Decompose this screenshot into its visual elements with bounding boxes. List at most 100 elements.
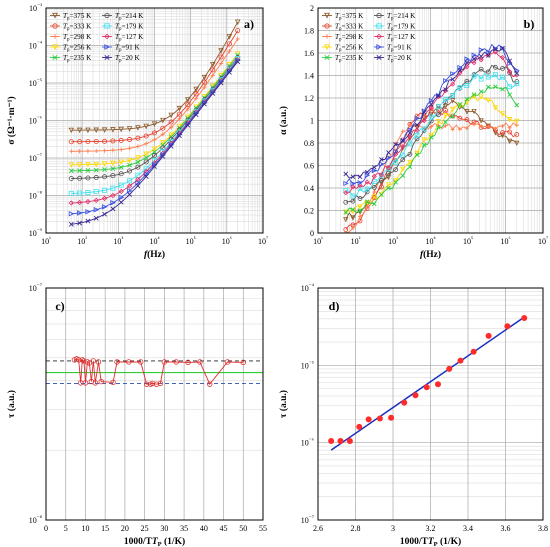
data-point bbox=[160, 154, 166, 159]
data-point bbox=[126, 157, 133, 164]
data-point bbox=[357, 186, 363, 192]
series-6 bbox=[343, 72, 520, 199]
data-point bbox=[85, 175, 91, 181]
data-point bbox=[193, 86, 199, 93]
x-tick-label: 3.2 bbox=[426, 524, 436, 533]
data-point bbox=[428, 114, 434, 120]
data-point bbox=[118, 164, 124, 170]
data-point bbox=[385, 182, 392, 188]
data-point bbox=[407, 127, 413, 133]
y-axis-label: τ (a.u.) bbox=[278, 390, 289, 418]
data-point bbox=[226, 41, 232, 47]
data-point bbox=[135, 164, 141, 170]
data-point bbox=[85, 127, 91, 134]
y-tick-label: 10⁻⁷ bbox=[29, 154, 42, 164]
data-point bbox=[76, 127, 83, 134]
x-tick-label: 10⁴ bbox=[149, 237, 159, 247]
data-point bbox=[507, 138, 513, 145]
data-point bbox=[76, 162, 83, 168]
x-tick-label: 35 bbox=[180, 524, 188, 533]
data-point bbox=[218, 61, 224, 66]
data-point bbox=[68, 190, 74, 196]
data-point bbox=[414, 115, 420, 121]
data-point bbox=[93, 167, 99, 173]
y-tick-label: 10⁻⁶ bbox=[301, 438, 314, 448]
data-point bbox=[378, 184, 384, 190]
data-point bbox=[371, 173, 377, 179]
data-point bbox=[464, 126, 469, 131]
data-point bbox=[471, 56, 477, 62]
data-point bbox=[93, 161, 99, 168]
data-point bbox=[364, 172, 371, 178]
data-point bbox=[371, 165, 377, 170]
data-point bbox=[407, 151, 413, 157]
x-tick-label: 10¹ bbox=[41, 237, 51, 247]
x-tick-label: 10⁶ bbox=[222, 237, 232, 247]
panel-b: 10¹ 10² 10³ 10⁴ 10⁵ 10⁶ 10⁷ 0 0.2 0.4 0.6 0.8 1 1.2 1.… bbox=[278, 4, 548, 260]
data-point bbox=[168, 132, 174, 139]
x-axis-label: 1000/TTP (1/K) bbox=[400, 536, 461, 547]
data-point bbox=[328, 438, 335, 445]
data-point bbox=[127, 192, 132, 197]
data-point bbox=[500, 74, 505, 80]
data-point bbox=[151, 121, 158, 127]
data-point bbox=[386, 170, 391, 176]
data-point bbox=[152, 137, 157, 142]
data-point bbox=[514, 118, 520, 125]
data-point bbox=[376, 44, 383, 50]
data-point bbox=[443, 119, 448, 125]
data-point bbox=[234, 19, 241, 26]
data-point bbox=[152, 164, 157, 170]
data-point bbox=[127, 146, 132, 151]
legend-label: Tp=375 K bbox=[335, 12, 364, 22]
data-point bbox=[457, 127, 462, 132]
x-axis-label: f(Hz) bbox=[144, 249, 165, 260]
data-point bbox=[82, 380, 89, 386]
y-tick-label: 0.6 bbox=[304, 162, 314, 171]
legend-label: Tp=375 K bbox=[63, 12, 92, 22]
y-tick-label: 10⁻⁷ bbox=[29, 284, 42, 294]
data-point bbox=[350, 207, 356, 212]
data-point bbox=[102, 187, 108, 193]
data-point bbox=[68, 211, 75, 217]
data-point bbox=[376, 54, 382, 61]
data-point bbox=[210, 91, 216, 96]
data-point bbox=[104, 54, 110, 61]
data-point bbox=[118, 199, 124, 205]
data-point bbox=[478, 53, 484, 59]
data-point bbox=[371, 194, 377, 200]
data-point bbox=[135, 125, 141, 131]
data-point bbox=[428, 98, 435, 104]
panel-a-data bbox=[68, 19, 241, 227]
data-point bbox=[101, 161, 108, 167]
data-point bbox=[414, 127, 420, 133]
y-tick-label: 1.6 bbox=[304, 49, 314, 58]
data-point bbox=[68, 162, 75, 168]
series-9 bbox=[343, 45, 520, 180]
data-point bbox=[350, 225, 355, 230]
data-point bbox=[493, 46, 498, 52]
data-point bbox=[110, 206, 116, 212]
series-line bbox=[71, 30, 239, 143]
data-point bbox=[450, 77, 455, 82]
data-point bbox=[52, 23, 58, 29]
data-point bbox=[151, 146, 158, 153]
data-point bbox=[376, 12, 382, 19]
data-point bbox=[356, 423, 363, 430]
data-point bbox=[343, 171, 349, 177]
data-point bbox=[202, 101, 207, 107]
data-point bbox=[218, 48, 224, 54]
data-point bbox=[457, 357, 464, 364]
data-point bbox=[143, 159, 149, 165]
data-point bbox=[114, 359, 120, 365]
data-point bbox=[400, 173, 406, 179]
data-point bbox=[428, 104, 434, 111]
data-point bbox=[118, 182, 124, 188]
data-point bbox=[378, 161, 385, 167]
data-point bbox=[392, 178, 399, 184]
data-point bbox=[428, 102, 434, 107]
data-point bbox=[343, 180, 349, 187]
panel-label: b) bbox=[524, 17, 535, 31]
data-point bbox=[364, 169, 370, 175]
